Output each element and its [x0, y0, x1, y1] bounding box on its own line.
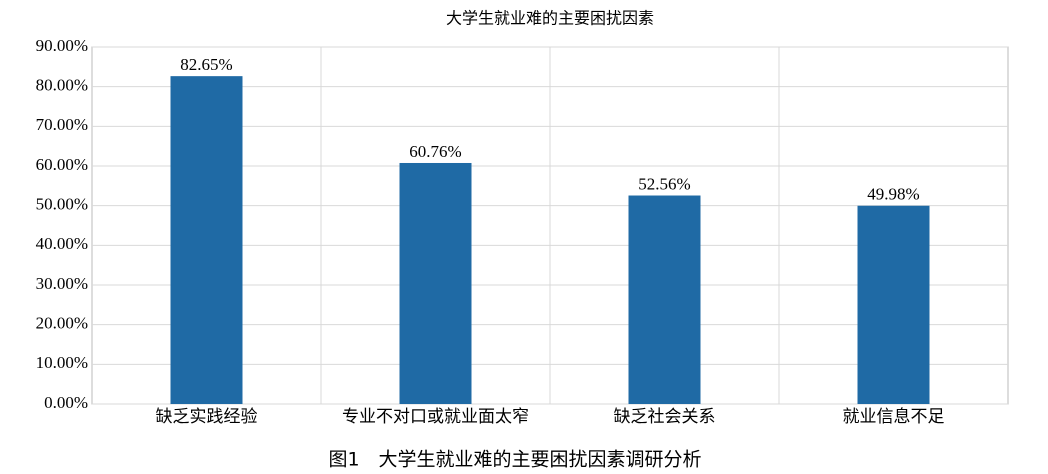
- x-tick-label: 缺乏社会关系: [614, 407, 716, 426]
- y-tick-label: 90.00%: [36, 36, 88, 55]
- bar: [170, 76, 243, 404]
- y-tick-label: 40.00%: [36, 234, 88, 253]
- chart-title: 大学生就业难的主要困扰因素: [446, 10, 654, 28]
- value-label: 60.76%: [409, 142, 461, 161]
- x-tick-label: 专业不对口或就业面太窄: [342, 407, 529, 426]
- value-label: 82.65%: [180, 55, 232, 74]
- y-tick-label: 70.00%: [36, 115, 88, 134]
- bar: [857, 205, 930, 404]
- x-tick-label: 缺乏实践经验: [156, 407, 258, 426]
- value-label: 52.56%: [638, 174, 690, 193]
- bar: [399, 162, 472, 404]
- value-label: 49.98%: [867, 185, 919, 204]
- y-tick-label: 10.00%: [36, 353, 88, 372]
- y-tick-label: 50.00%: [36, 195, 88, 214]
- caption: 图1 大学生就业难的主要困扰因素调研分析: [328, 449, 701, 471]
- bar: [628, 195, 701, 404]
- x-tick-label: 就业信息不足: [843, 407, 945, 426]
- y-tick-label: 60.00%: [36, 155, 88, 174]
- y-tick-label: 0.00%: [44, 393, 88, 412]
- y-tick-label: 80.00%: [36, 76, 88, 95]
- y-tick-label: 20.00%: [36, 314, 88, 333]
- y-tick-label: 30.00%: [36, 274, 88, 293]
